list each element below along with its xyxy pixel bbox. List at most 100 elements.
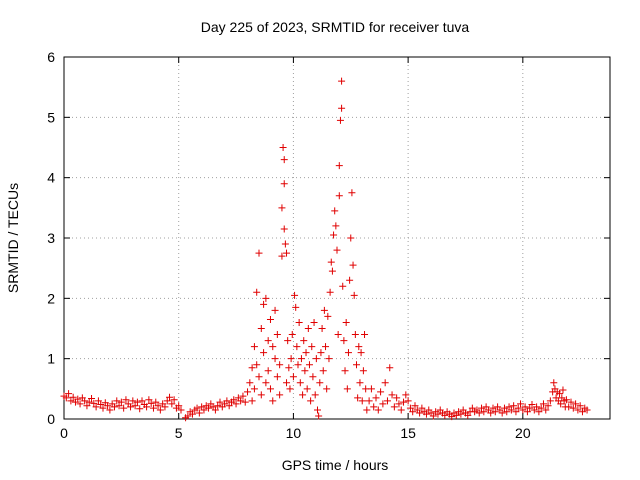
- data-point: [266, 385, 274, 393]
- data-point: [230, 396, 238, 404]
- data-point: [143, 403, 151, 411]
- data-point: [319, 367, 327, 375]
- data-point: [257, 325, 265, 332]
- data-point: [177, 406, 185, 414]
- data-point: [262, 379, 270, 387]
- data-point: [302, 349, 310, 357]
- data-point: [260, 349, 268, 357]
- data-point: [193, 404, 201, 412]
- data-point: [381, 379, 389, 387]
- data-point: [299, 391, 307, 399]
- data-point: [353, 361, 360, 369]
- data-point: [104, 402, 112, 410]
- data-point: [330, 231, 338, 239]
- data-point: [166, 393, 174, 401]
- data-point: [400, 398, 408, 406]
- data-point: [90, 399, 98, 407]
- data-point: [535, 408, 543, 416]
- data-point: [269, 397, 277, 405]
- data-point: [358, 397, 366, 405]
- data-point: [317, 349, 325, 357]
- data-point: [94, 397, 102, 405]
- data-point: [346, 276, 354, 284]
- data-point: [253, 361, 261, 369]
- x-tick-label: 5: [175, 425, 183, 441]
- data-point: [311, 391, 319, 399]
- data-point: [248, 397, 256, 405]
- data-point: [370, 403, 378, 411]
- data-point: [175, 402, 183, 410]
- data-point: [287, 355, 295, 363]
- data-point: [347, 234, 355, 242]
- data-point: [390, 403, 398, 411]
- data-point: [81, 397, 89, 405]
- data-point: [318, 325, 326, 332]
- y-tick-label: 2: [47, 290, 55, 306]
- data-point: [273, 331, 281, 339]
- data-point: [323, 385, 331, 393]
- data-point: [271, 355, 279, 363]
- data-point: [276, 391, 284, 399]
- data-point: [348, 189, 356, 197]
- data-point: [152, 398, 160, 406]
- data-point: [280, 180, 288, 188]
- data-point: [286, 385, 294, 393]
- data-point: [289, 373, 297, 381]
- data-point: [326, 288, 334, 296]
- data-point: [406, 404, 414, 412]
- data-point: [308, 343, 316, 351]
- data-point: [283, 249, 291, 257]
- data-point: [292, 303, 300, 311]
- data-point: [336, 116, 344, 124]
- data-point: [88, 394, 96, 402]
- data-point: [280, 156, 288, 164]
- data-point: [250, 385, 258, 393]
- data-point: [304, 325, 312, 332]
- data-point: [170, 396, 178, 404]
- data-point: [74, 395, 82, 403]
- data-point: [303, 385, 311, 393]
- data-point: [354, 394, 362, 402]
- data-point: [113, 397, 121, 405]
- data-point: [115, 402, 123, 410]
- data-point: [211, 406, 219, 414]
- data-point: [260, 300, 268, 308]
- data-point: [468, 404, 476, 412]
- data-point: [241, 398, 249, 406]
- data-point: [149, 404, 157, 412]
- data-point: [339, 282, 347, 290]
- data-point: [327, 258, 335, 266]
- data-point: [409, 408, 417, 416]
- data-point: [62, 394, 70, 402]
- data-point: [335, 162, 343, 170]
- data-point: [300, 337, 308, 345]
- data-point: [395, 400, 403, 408]
- data-point: [544, 402, 552, 410]
- data-point: [322, 343, 330, 351]
- data-point: [288, 331, 296, 339]
- data-point: [214, 402, 222, 410]
- data-point: [343, 385, 351, 393]
- data-point: [269, 343, 277, 351]
- data-point: [131, 402, 139, 410]
- data-point: [285, 364, 293, 372]
- data-point: [335, 192, 343, 200]
- data-point: [572, 400, 580, 408]
- data-point: [367, 385, 375, 393]
- data-point: [316, 379, 324, 387]
- data-point: [533, 403, 541, 411]
- data-point: [374, 406, 382, 414]
- data-point: [478, 404, 486, 412]
- data-point: [411, 402, 419, 410]
- data-point: [349, 261, 357, 269]
- data-point: [512, 408, 520, 416]
- data-point: [293, 343, 301, 351]
- data-point: [255, 373, 263, 381]
- data-point: [264, 337, 272, 345]
- data-points: [60, 77, 591, 422]
- data-point: [342, 318, 350, 326]
- data-point: [296, 379, 304, 387]
- data-point: [315, 412, 323, 420]
- data-point: [340, 337, 348, 345]
